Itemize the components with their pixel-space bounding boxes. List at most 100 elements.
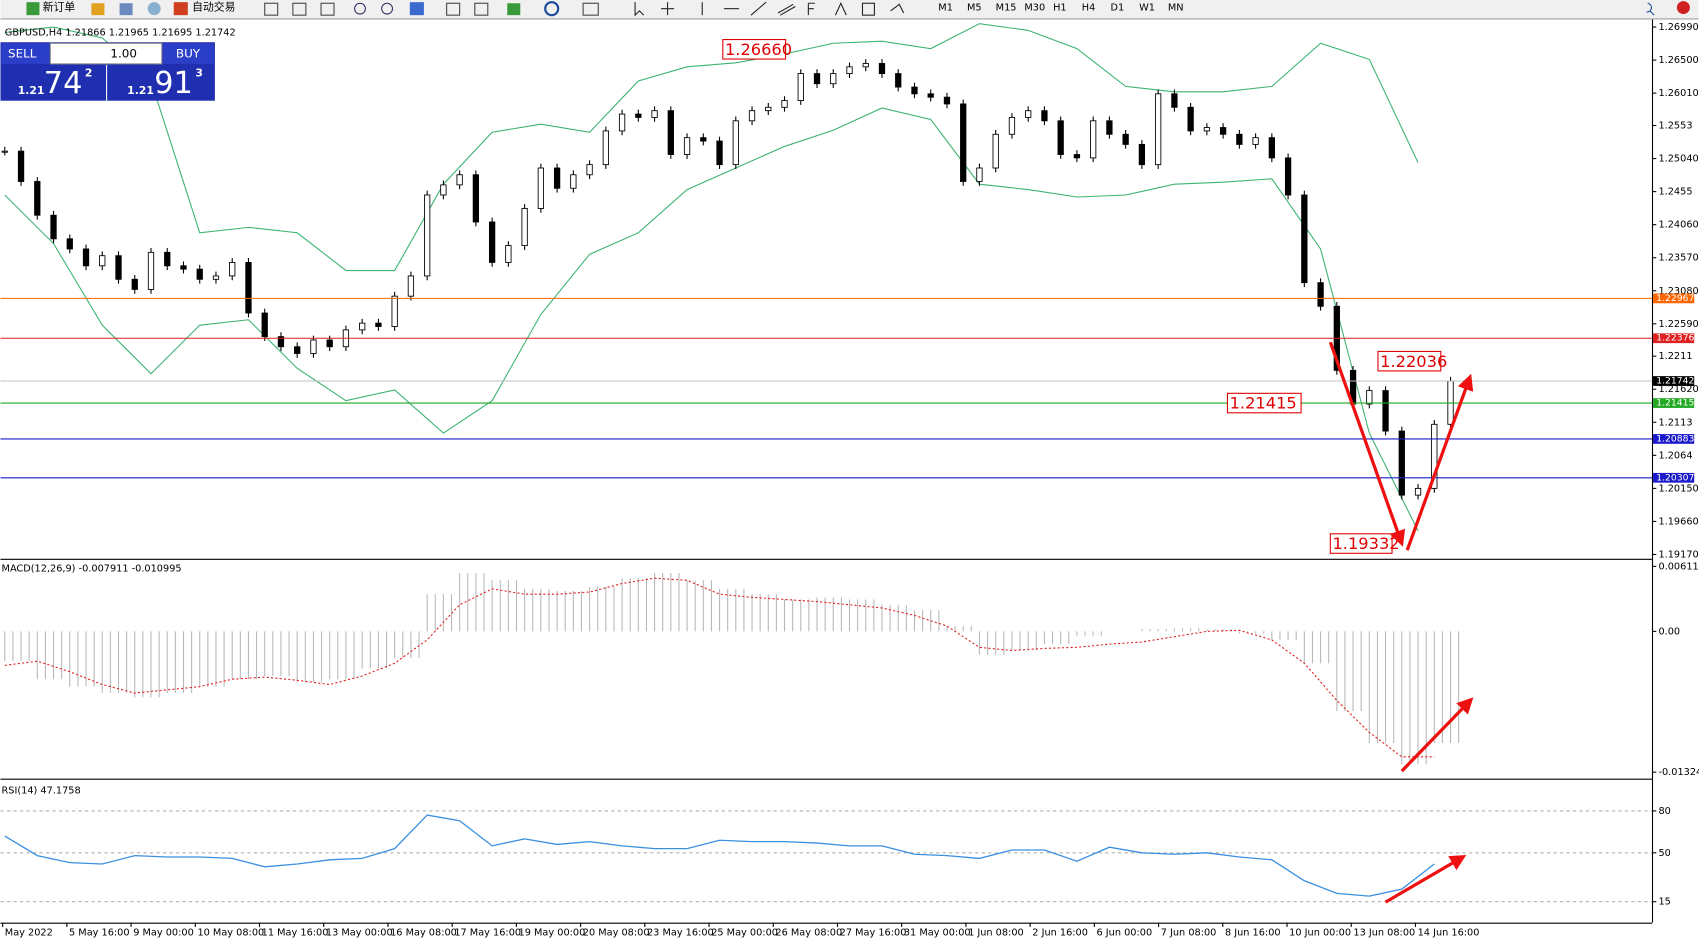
toolbar-icon[interactable] (147, 2, 161, 16)
auto-trading-button[interactable]: 自动交易 (192, 0, 235, 14)
sell-label[interactable]: SELL (8, 47, 37, 61)
candle (277, 336, 285, 348)
trendline-tool[interactable] (750, 1, 767, 16)
sell-button[interactable] (1, 43, 50, 64)
timeframe-button[interactable]: M30 (1024, 3, 1045, 14)
candle (960, 103, 967, 182)
candle (505, 245, 512, 263)
price-annotation-box (722, 39, 787, 60)
timeframe-button[interactable]: H4 (1082, 3, 1096, 14)
candle (440, 184, 447, 196)
bollinger-band (4, 107, 1419, 532)
shapes-tool[interactable] (890, 3, 905, 14)
sell-price-pips[interactable]: 74 (44, 66, 83, 101)
candle (1236, 133, 1243, 145)
y-tick-label: -0.013241 (1658, 767, 1699, 778)
candle (1138, 143, 1146, 166)
buy-price-pips[interactable]: 91 (154, 66, 193, 101)
zoom-out[interactable] (381, 2, 394, 15)
sell-price-prefix[interactable]: 1.21 (18, 84, 45, 97)
zoom-in[interactable] (354, 2, 366, 15)
candle (537, 167, 544, 209)
sell-price-fraction[interactable]: 2 (85, 67, 93, 80)
label-tool[interactable] (861, 2, 875, 16)
candle (521, 208, 528, 247)
buy-label[interactable]: BUY (176, 47, 201, 61)
candle (797, 73, 804, 101)
candle (212, 275, 220, 280)
channel-tool[interactable] (777, 3, 796, 16)
y-tick-label: 1.26990 (1658, 22, 1698, 33)
timeframe-button[interactable]: D1 (1110, 3, 1124, 14)
buy-price-fraction[interactable]: 3 (195, 67, 203, 80)
alert-badge[interactable] (1676, 1, 1690, 15)
timeframe-button[interactable]: M15 (996, 3, 1017, 14)
candle (1057, 120, 1064, 155)
y-tick-label: 1.2113 (1658, 417, 1692, 428)
crosshair-tool[interactable] (661, 2, 675, 16)
x-tick-label: 23 May 16:00 (647, 927, 714, 938)
drawn-arrows (1328, 341, 1474, 904)
new-order-button[interactable]: 新订单 (43, 0, 76, 14)
y-tick-label: 1.20150 (1658, 483, 1698, 494)
buy-button[interactable] (162, 43, 214, 64)
buy-price-prefix[interactable]: 1.21 (127, 84, 154, 97)
tool-icon[interactable] (292, 2, 307, 16)
x-tick-label: 25 May 00:00 (711, 927, 778, 938)
tool-icon[interactable] (446, 2, 461, 16)
tile-icon[interactable] (409, 2, 424, 16)
price-annotation: 1.21415 (1230, 394, 1297, 413)
candle (1, 150, 8, 153)
timeframe-button[interactable]: H1 (1053, 3, 1067, 14)
candle (1008, 116, 1016, 135)
candle (1317, 282, 1324, 307)
macd-header: MACD(12,26,9) -0.007911 -0.010995 (2, 564, 182, 575)
x-tick-label: 26 May 08:00 (775, 927, 842, 938)
text-tool[interactable] (834, 1, 847, 16)
cursor-tool[interactable] (634, 2, 645, 17)
indicator-icon[interactable] (507, 3, 521, 16)
candle (310, 339, 317, 354)
candle (424, 194, 431, 277)
candle (618, 113, 626, 132)
candle (716, 140, 723, 166)
x-tick-label: 14 Jun 16:00 (1418, 927, 1480, 938)
search-icon[interactable] (1646, 2, 1655, 16)
timeframe-button[interactable]: MN (1168, 3, 1184, 14)
new-order-icon[interactable] (26, 2, 40, 16)
tool-icon[interactable] (264, 2, 279, 16)
tool-icon[interactable] (474, 2, 489, 16)
candle (878, 63, 886, 75)
y-tick-label: 1.26010 (1658, 88, 1698, 99)
candle (700, 137, 707, 142)
x-tick-label: 31 May 00:00 (904, 927, 971, 938)
tool-icon[interactable] (320, 2, 335, 16)
price-level-tag (1653, 434, 1695, 444)
x-tick-label: 1 Jun 08:00 (968, 927, 1024, 938)
y-tick-label: 1.23080 (1658, 286, 1698, 297)
candle (651, 110, 658, 118)
price-level-tag (1653, 333, 1695, 344)
lots-input[interactable] (49, 42, 163, 65)
candle (846, 66, 853, 75)
timeframe-button[interactable]: M5 (967, 3, 982, 14)
candle (830, 73, 837, 85)
timeframe-button[interactable]: M1 (938, 3, 953, 14)
auto-trading-icon[interactable] (173, 2, 188, 16)
candle (1414, 487, 1422, 496)
price-level-label: 1.22967 (1656, 293, 1694, 304)
candle (407, 275, 415, 297)
x-tick-label: 27 May 16:00 (840, 927, 907, 938)
period-icon[interactable] (544, 1, 560, 17)
candle (229, 262, 236, 277)
candle (781, 100, 788, 108)
toolbar-icon[interactable] (119, 3, 133, 16)
toolbar-icon[interactable] (91, 3, 105, 16)
candle (82, 248, 90, 267)
template-icon[interactable] (582, 2, 599, 16)
timeframe-button[interactable]: W1 (1139, 3, 1155, 14)
lots-value[interactable]: 1.00 (110, 47, 137, 61)
fibo-tool[interactable] (807, 2, 815, 16)
candle (326, 339, 333, 348)
candle (1398, 430, 1405, 496)
